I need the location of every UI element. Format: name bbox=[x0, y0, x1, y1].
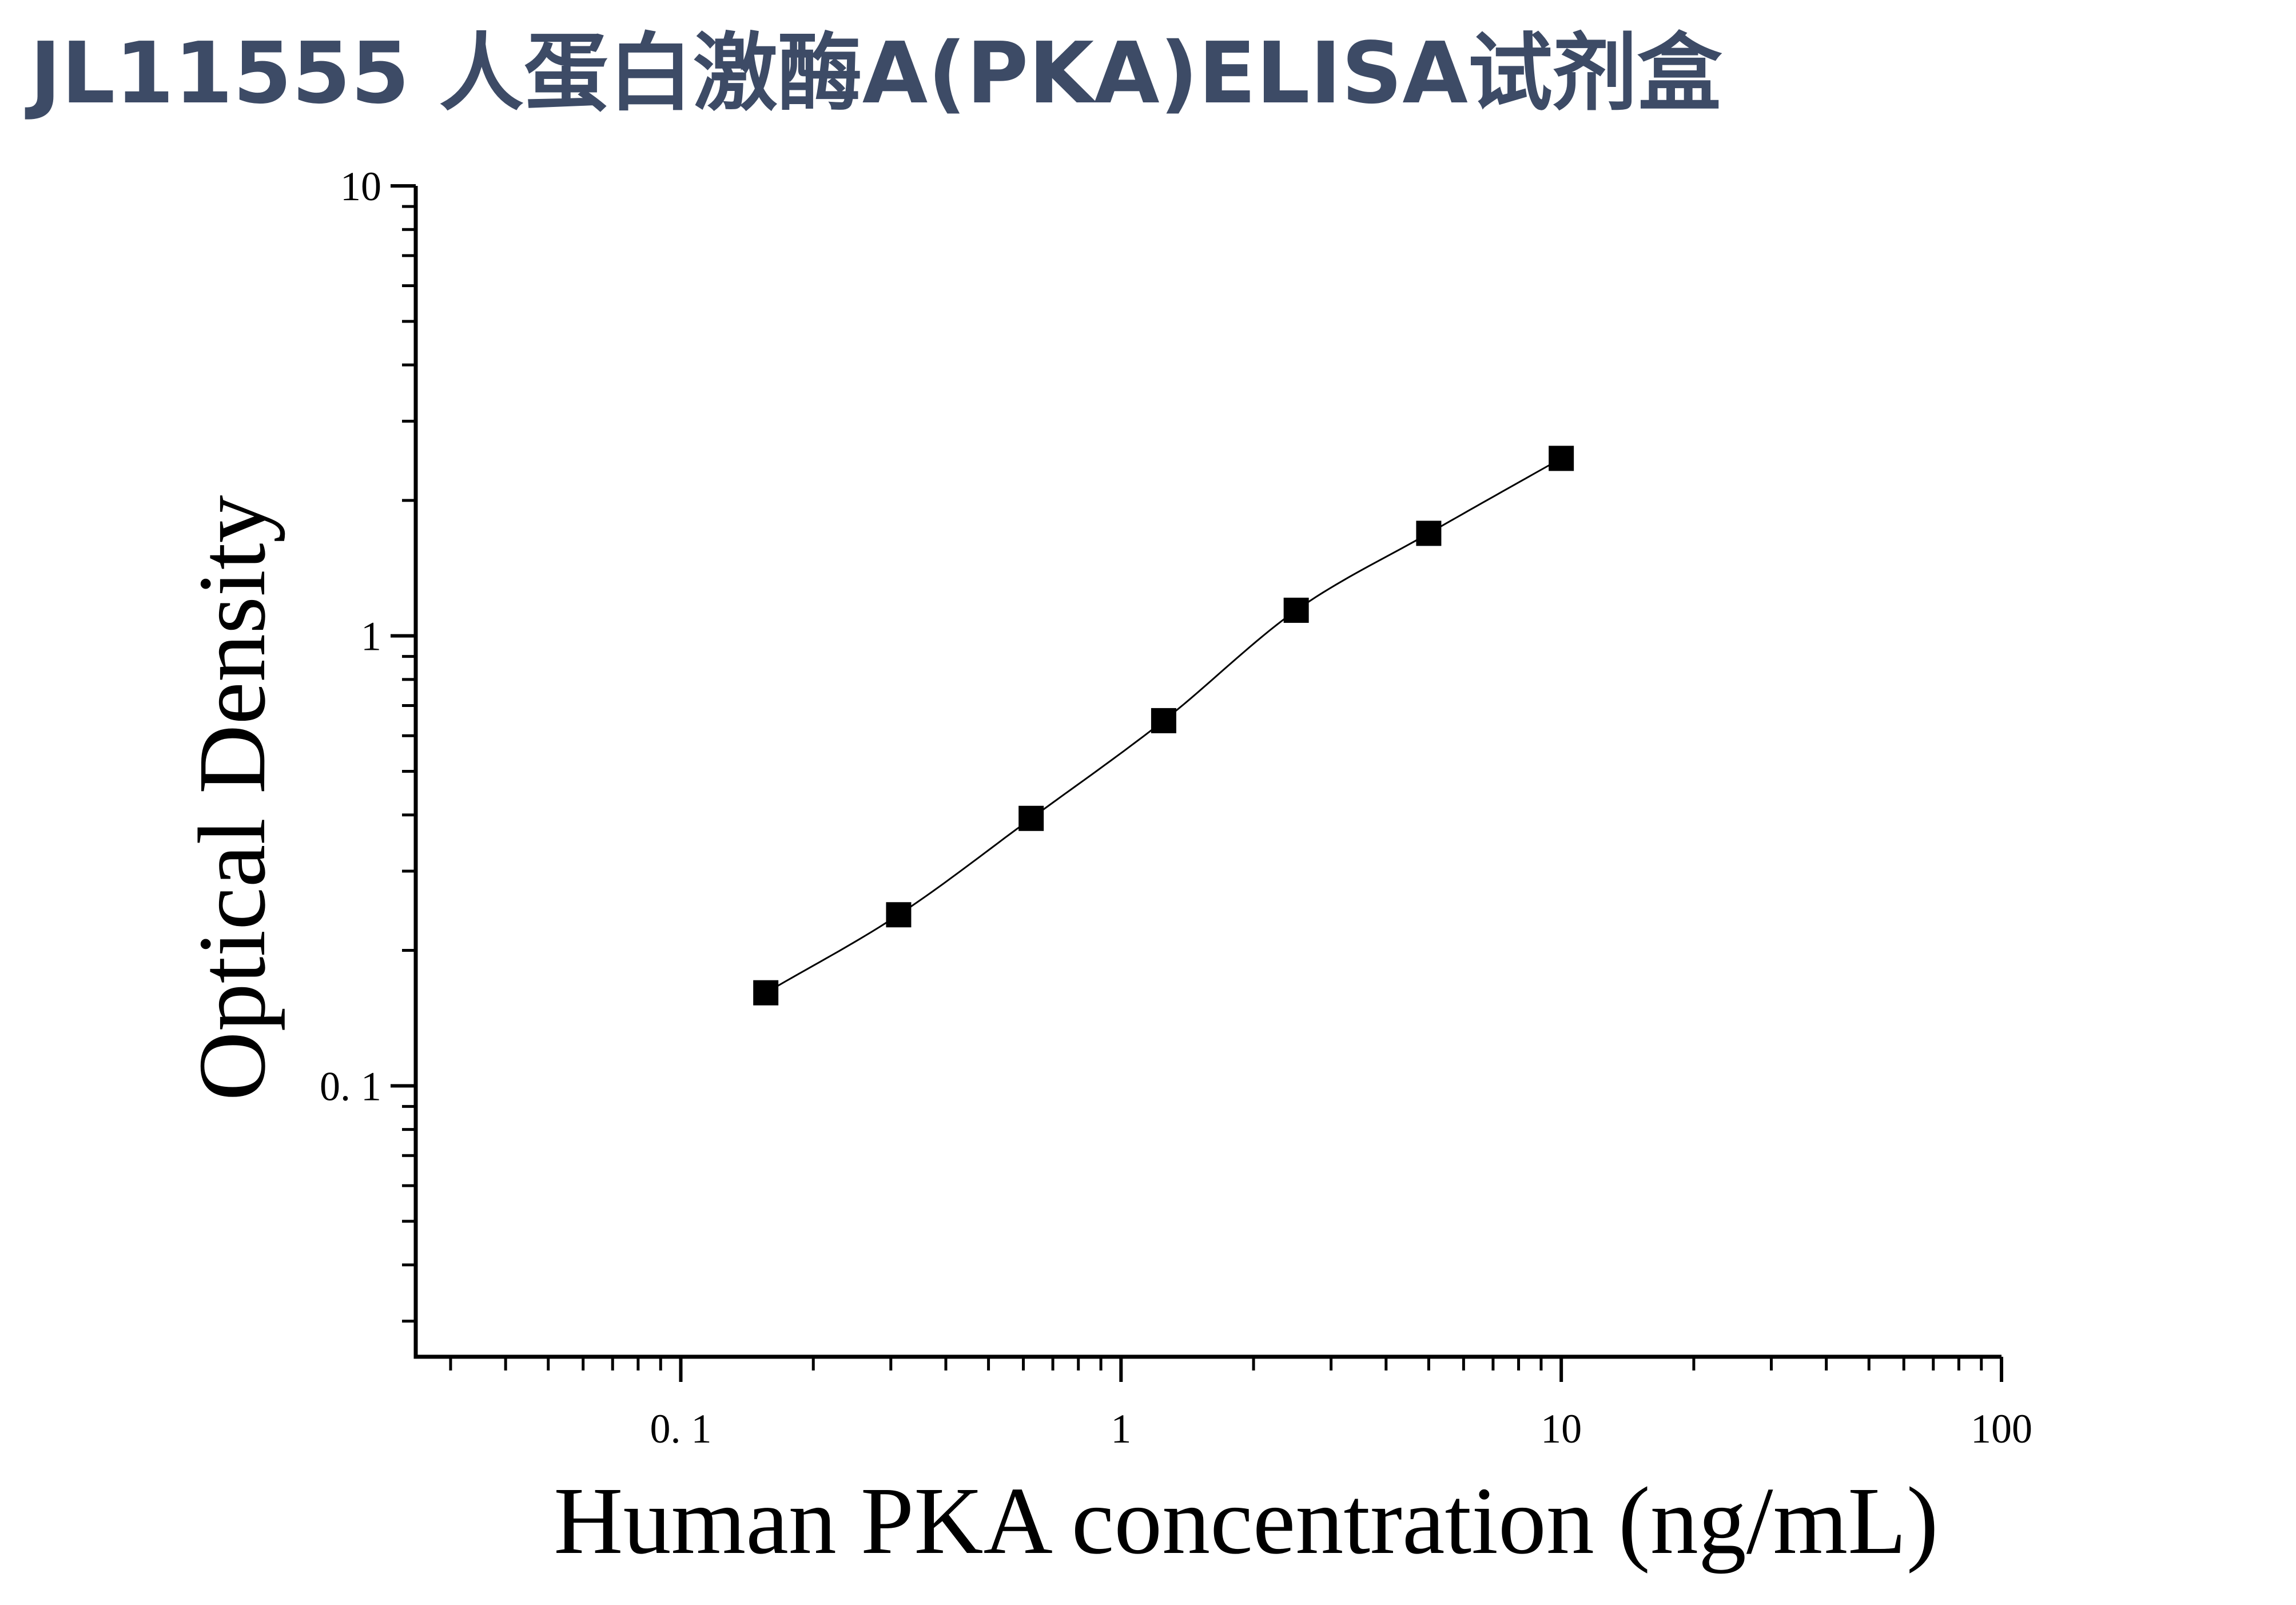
data-point bbox=[1018, 805, 1044, 831]
x-tick-label: 100 bbox=[1971, 1406, 2032, 1452]
x-tick-label: 0. 1 bbox=[650, 1406, 711, 1452]
x-axis-tick-labels: 0. 1 1 10 100 bbox=[650, 1406, 2032, 1452]
data-points bbox=[753, 446, 1574, 1006]
data-point bbox=[1549, 446, 1574, 471]
y-tick-label: 10 bbox=[340, 164, 381, 209]
x-tick-label: 1 bbox=[1111, 1406, 1131, 1452]
data-point bbox=[1416, 521, 1442, 546]
data-point bbox=[886, 902, 912, 928]
y-axis-tick-labels: 0. 1 1 10 bbox=[320, 164, 381, 1109]
x-axis-major-ticks bbox=[679, 1357, 2003, 1382]
y-axis-major-ticks bbox=[391, 184, 416, 1088]
data-point bbox=[753, 980, 779, 1006]
y-axis-minor-ticks bbox=[402, 205, 416, 1323]
chart-title: JL11555 人蛋白激酶A(PKA)ELISA试剂盒 bbox=[30, 24, 1722, 122]
y-axis-title: Optical Density bbox=[179, 495, 285, 1101]
data-point bbox=[1151, 708, 1176, 733]
y-tick-label: 1 bbox=[361, 614, 381, 660]
x-axis-minor-ticks bbox=[449, 1357, 1983, 1370]
data-point bbox=[1283, 597, 1309, 623]
x-axis-title: Human PKA concentration (ng/mL) bbox=[554, 1468, 1938, 1574]
y-tick-label: 0. 1 bbox=[320, 1063, 381, 1109]
x-tick-label: 10 bbox=[1541, 1406, 1582, 1452]
